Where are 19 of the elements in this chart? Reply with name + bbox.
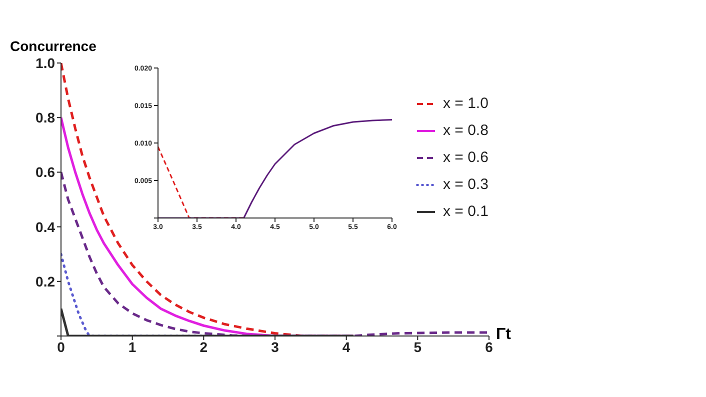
x-tick-label: 3	[271, 338, 280, 355]
y-tick-label: 0.8	[36, 110, 56, 126]
legend-label: x = 1.0	[443, 95, 488, 112]
y-tick-label: 0.2	[36, 273, 56, 290]
x-tick-label: 6	[485, 338, 494, 355]
y-tick-label: 0.6	[36, 164, 56, 180]
legend-label: x = 0.1	[443, 203, 488, 220]
x-tick-label: 5	[414, 338, 422, 355]
x-tick-label: 2	[200, 338, 208, 355]
x-tick-label: 1	[128, 338, 136, 355]
x-tick-label: 0	[57, 338, 66, 355]
legend-label: x = 0.3	[443, 176, 488, 193]
legend-label: x = 0.8	[443, 122, 488, 139]
y-axis-title: Concurrence	[10, 38, 96, 54]
x-tick-label: 4	[342, 338, 350, 355]
legend-label: x = 0.6	[443, 149, 488, 166]
x-axis-title: Γt	[496, 326, 511, 344]
y-tick-label: 0.4	[36, 218, 56, 235]
y-tick-label: 1.0	[36, 54, 56, 71]
